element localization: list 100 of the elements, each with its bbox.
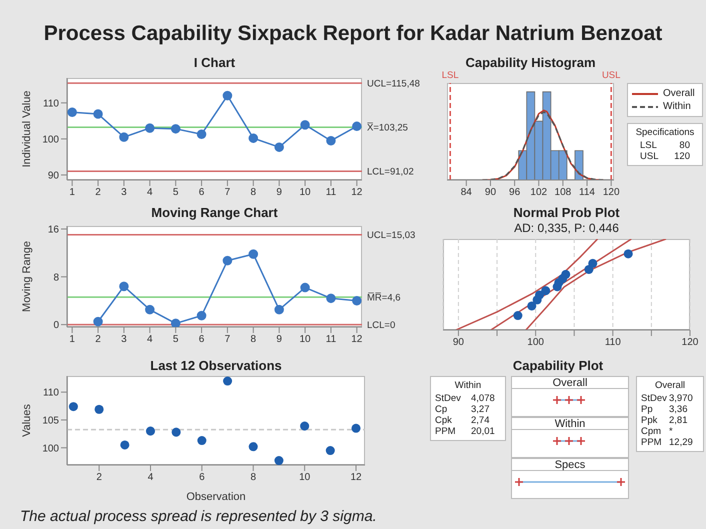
y-tick-label: 110 [43,388,60,399]
text: Process Capability Sixpack Report for Kadar Natrium Benzoat [42,22,664,46]
point [119,132,129,142]
point [300,120,310,130]
text: Cpm [641,426,662,437]
ref-line-label: UCL=15,03 [367,230,416,242]
text: Specs [511,458,629,471]
x-tick-label: 8 [250,187,257,198]
point [300,422,310,431]
x-tick-label: 9 [276,334,282,346]
x-tick-label: 7 [224,334,231,346]
point [561,270,570,279]
point [119,282,129,292]
chart-title: Normal Prob Plot [512,205,621,220]
text: PPM [641,437,662,448]
point [624,249,633,258]
point [170,124,180,134]
text: StDev [641,393,667,404]
text: Overall [511,376,629,389]
legend-label: Overall [663,88,695,99]
text: PPM [435,426,456,437]
text: 4,078 [471,393,496,404]
point [145,304,155,314]
text: Cp [435,404,448,415]
point [513,311,522,320]
text: 120 [674,151,690,162]
x-tick-label: 1 [69,187,76,198]
point [196,129,206,139]
x-tick-label: 4 [148,472,154,484]
x-tick-label: 5 [172,334,179,346]
point [326,446,335,456]
x-tick-label: 96 [509,187,521,198]
point [248,442,258,452]
text: Ppk [641,415,658,426]
x-tick-label: 8 [250,334,257,346]
y-tick-label: 100 [42,134,60,146]
x-tick-label: 5 [172,187,179,198]
text: 80 [679,140,690,151]
x-tick-label: 7 [224,187,231,198]
point [541,286,550,296]
point [588,258,598,268]
text: The actual process spread is represented by 3 sigma. [20,508,377,525]
x-tick-label: 12 [351,334,363,346]
text: * [669,426,674,437]
point [326,136,336,146]
x-tick-label: 4 [147,334,154,346]
x-tick-label: 12 [350,472,362,484]
chart-title: Moving Range Chart [150,205,279,220]
point [93,316,103,326]
x-tick-label: 90 [484,187,496,198]
point [222,90,232,100]
x-tick-label: 8 [250,472,256,484]
ref-line-label: LCL=0 [367,320,396,331]
ref-line-label: LSL [442,70,459,81]
text: 2,81 [669,415,688,426]
x-tick-label: 2 [95,334,102,346]
y-tick-label: 110 [43,98,60,110]
y-tick-label: 8 [53,272,60,284]
point [274,304,284,314]
point [248,249,258,259]
point [93,109,103,119]
x-tick-label: 2 [95,187,102,198]
y-tick-label: 90 [48,170,60,182]
text: Cpk [435,415,452,426]
ref-line-label: UCL=115,48 [367,78,420,90]
ref-line-label: M̅R̅=4,6 [367,292,401,304]
x-tick-label: 84 [460,187,472,198]
point [300,282,310,292]
x-axis-title: Observation [186,491,246,503]
x-tick-label: 100 [527,337,544,348]
x-tick-label: 110 [604,337,622,348]
point [223,376,232,386]
y-tick-label: 105 [42,415,60,426]
point [146,426,156,436]
chart-subtitle: AD: 0,335, P: 0,446 [514,221,619,235]
point [197,436,206,446]
x-tick-label: 12 [351,187,363,198]
x-tick-label: 9 [276,187,282,198]
x-tick-label: 6 [199,472,206,484]
ref-line-label: USL [602,70,620,81]
point [170,318,180,327]
text: Capability Plot [512,358,604,373]
text: LSL [640,140,657,151]
point [172,428,181,437]
chart-title: Capability Histogram [464,55,597,70]
y-axis-title: Values [20,404,33,437]
point [222,256,232,266]
x-tick-label: 1 [69,334,76,346]
point [248,133,258,143]
legend-label: Within [663,101,691,112]
x-tick-label: 120 [682,337,699,348]
x-tick-label: 102 [530,187,548,198]
point [68,402,78,412]
text: 20,01 [471,426,496,437]
y-tick-label: 16 [48,224,60,236]
x-tick-label: 11 [326,334,337,346]
text: 12,29 [669,437,694,448]
text: 2,74 [471,415,490,426]
point [534,290,544,300]
point [326,294,336,304]
